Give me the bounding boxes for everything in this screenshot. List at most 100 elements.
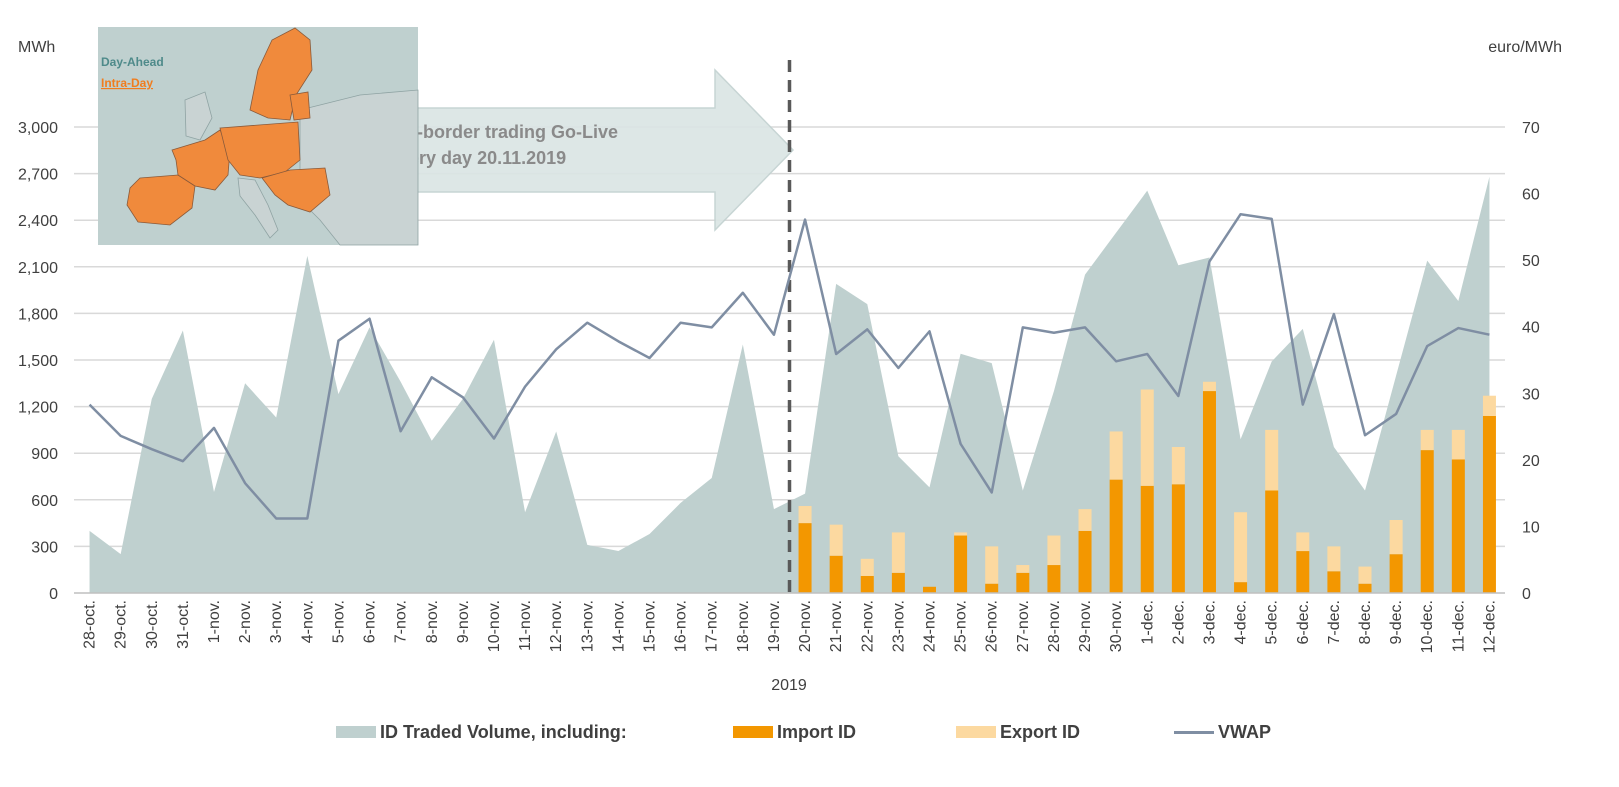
legend-swatch-import <box>733 726 773 738</box>
y-left-tick-label: 300 <box>31 539 58 556</box>
export-bar <box>1482 395 1496 416</box>
volume-area <box>89 176 1490 593</box>
x-tick-label: 31-oct. <box>175 600 192 649</box>
y-left-unit: MWh <box>18 39 55 56</box>
x-year-label: 2019 <box>771 677 807 694</box>
x-tick-label: 2-nov. <box>237 600 254 643</box>
legend-item-import: Import ID <box>733 716 856 748</box>
y-right-tick-label: 30 <box>1522 386 1540 403</box>
map-land-italy <box>237 177 279 239</box>
import-bar <box>922 586 936 593</box>
import-bar <box>1296 551 1310 593</box>
x-tick-label: 10-dec. <box>1419 600 1436 653</box>
x-tick-label: 23-nov. <box>890 600 907 652</box>
import-bar <box>1171 484 1185 593</box>
volume-area-shape <box>89 176 1490 593</box>
import-export-bars <box>798 381 1496 593</box>
x-tick-label: 3-dec. <box>1201 600 1218 644</box>
legend-label-export: Export ID <box>1000 721 1081 742</box>
legend-label-volume: ID Traded Volume, including: <box>380 721 627 742</box>
x-tick-label: 1-nov. <box>206 600 223 643</box>
x-tick-label: 18-nov. <box>735 600 752 652</box>
x-tick-label: 10-nov. <box>486 600 503 652</box>
y-right-tick-label: 0 <box>1522 586 1531 603</box>
x-tick-label: 9-nov. <box>455 600 472 643</box>
axes: 03006009001,2001,5001,8002,1002,4002,700… <box>18 39 1562 694</box>
export-bar <box>1451 429 1465 460</box>
import-bar <box>1234 582 1248 593</box>
export-bar <box>1358 566 1372 584</box>
x-tick-label: 8-dec. <box>1357 600 1374 644</box>
import-bar <box>1482 415 1496 593</box>
export-bar <box>1016 565 1030 573</box>
export-bar <box>1296 532 1310 552</box>
x-tick-label: 28-oct. <box>82 600 99 649</box>
y-left-tick-label: 2,700 <box>18 167 58 184</box>
export-bar <box>954 532 968 536</box>
x-tick-label: 1-dec. <box>1139 600 1156 644</box>
x-tick-label: 19-nov. <box>766 600 783 652</box>
export-bar <box>1171 446 1185 485</box>
x-tick-label: 11-nov. <box>517 600 534 651</box>
import-bar <box>1078 530 1092 593</box>
y-right-tick-label: 10 <box>1522 519 1540 536</box>
export-bar <box>1265 429 1279 491</box>
x-tick-label: 11-dec. <box>1450 600 1467 652</box>
map-land-italy-balkans <box>261 167 331 213</box>
legend-item-export: Export ID <box>956 716 1080 748</box>
import-bar <box>1047 565 1061 593</box>
y-right-tick-label: 70 <box>1522 120 1540 137</box>
legend-label-import: Import ID <box>777 721 856 742</box>
vwap-line <box>88 212 1490 520</box>
y-left-tick-label: 1,800 <box>18 306 58 323</box>
x-tick-label: 29-oct. <box>113 600 130 649</box>
legend-swatch-export <box>956 726 996 738</box>
x-tick-label: 7-dec. <box>1326 600 1343 644</box>
x-tick-label: 25-nov. <box>953 600 970 652</box>
x-tick-label: 3-nov. <box>268 600 285 643</box>
import-bar <box>1202 391 1216 593</box>
legend-swatch-volume <box>336 726 376 738</box>
x-tick-label: 27-nov. <box>1015 600 1032 652</box>
x-tick-label: 26-nov. <box>984 600 1001 652</box>
y-right-tick-label: 50 <box>1522 253 1540 270</box>
x-tick-label: 20-nov. <box>797 600 814 652</box>
export-bar <box>829 524 843 556</box>
map-legend-intra-day: Intra-Day <box>101 76 153 90</box>
map-land-uk <box>184 91 213 141</box>
export-bar <box>860 558 874 576</box>
y-right-unit: euro/MWh <box>1488 39 1562 56</box>
x-tick-label: 22-nov. <box>859 600 876 652</box>
import-bar <box>954 535 968 593</box>
import-bar <box>860 575 874 593</box>
legend-swatch-vwap <box>1174 730 1214 734</box>
y-right-tick-label: 60 <box>1522 187 1540 204</box>
import-bar <box>1451 459 1465 593</box>
y-right-tick-label: 20 <box>1522 453 1540 470</box>
legend-item-vwap: VWAP <box>1174 716 1271 748</box>
x-tick-label: 15-nov. <box>642 600 659 652</box>
export-bar <box>891 532 905 573</box>
x-tick-label: 8-nov. <box>424 600 441 643</box>
import-bar <box>1327 571 1341 593</box>
x-tick-label: 4-dec. <box>1233 600 1250 644</box>
x-tick-label: 17-nov. <box>704 600 721 652</box>
y-left-tick-label: 600 <box>31 493 58 510</box>
export-bar <box>1234 512 1248 583</box>
x-tick-label: 21-nov. <box>828 600 845 652</box>
europe-map-inset: Day-Ahead Intra-Day <box>98 27 419 246</box>
x-tick-label: 6-dec. <box>1295 600 1312 644</box>
y-right-tick-label: 40 <box>1522 320 1540 337</box>
x-tick-label: 2-dec. <box>1170 600 1187 644</box>
export-bar <box>1109 431 1123 480</box>
export-bar <box>1078 509 1092 531</box>
x-tick-label: 7-nov. <box>393 600 410 643</box>
y-left-tick-label: 900 <box>31 446 58 463</box>
import-bar <box>1265 490 1279 593</box>
y-left-tick-label: 1,200 <box>18 400 58 417</box>
y-left-tick-label: 3,000 <box>18 120 58 137</box>
x-tick-label: 29-nov. <box>1077 600 1094 652</box>
import-bar <box>1358 583 1372 593</box>
